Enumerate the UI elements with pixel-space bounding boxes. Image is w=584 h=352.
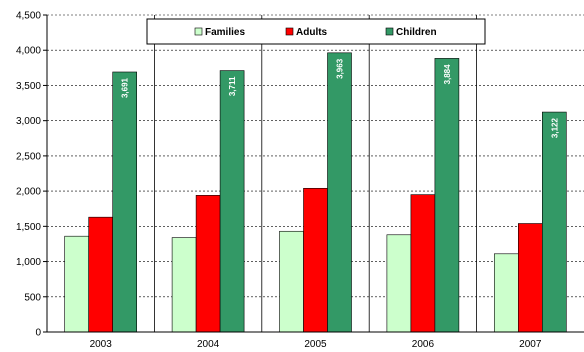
bar-adults-2007: [517, 223, 543, 333]
bar-families-2005: [279, 230, 304, 333]
y-tick-label: 2,000: [16, 187, 41, 198]
y-tick-label: 2,500: [16, 151, 41, 162]
bar-adults-2004: [195, 195, 221, 333]
category-separators: [153, 15, 478, 332]
bar-families-2004: [171, 237, 197, 333]
y-tick-label: 0: [35, 328, 41, 339]
x-tick-label: 2005: [304, 339, 327, 350]
y-tick-label: 1,000: [16, 257, 41, 268]
y-tick-label: 3,500: [16, 81, 41, 92]
bars: [64, 52, 567, 333]
x-tick-label: 2006: [412, 339, 435, 350]
bar-families-2007: [493, 253, 519, 333]
bar-children-2003: [112, 71, 137, 333]
legend-swatch-families: [194, 27, 203, 36]
bar-children-2005: [327, 52, 352, 333]
data-label-2004: 3,711: [228, 76, 237, 96]
bar-adults-2003: [88, 216, 113, 333]
bar-adults-2006: [410, 194, 436, 333]
data-label-2007: 3,122: [550, 118, 559, 139]
bar-adults-2005: [303, 187, 328, 333]
data-labels: 3,691 3,711 3,963 3,884 3,122: [121, 58, 560, 138]
bar-families-2003: [64, 235, 89, 333]
legend-swatch-adults: [285, 27, 294, 36]
data-label-2005: 3,963: [336, 58, 345, 79]
y-tick-label: 3,000: [16, 116, 41, 127]
y-tick-label: 4,000: [16, 46, 41, 57]
x-tick-label: 2003: [90, 339, 113, 350]
bar-children-2004: [219, 70, 245, 333]
y-tick-label: 4,500: [16, 11, 41, 22]
data-label-2006: 3,884: [443, 64, 452, 85]
x-tick-label: 2004: [197, 339, 220, 350]
bar-children-2007: [541, 111, 567, 333]
legend: Families Adults Children: [146, 18, 486, 45]
legend-label-adults: Adults: [296, 27, 328, 38]
legend-label-children: Children: [396, 27, 437, 38]
y-tick-label: 1,500: [16, 222, 41, 233]
bar-families-2006: [386, 234, 412, 333]
y-tick-label: 500: [24, 292, 41, 303]
data-label-2003: 3,691: [121, 77, 130, 98]
axes: 0 500 1,000 1,500 2,000 2,500 3,000 3,500 4,000 4…: [16, 11, 584, 350]
legend-swatch-children: [385, 27, 394, 36]
legend-box: [146, 18, 486, 45]
bar-children-2006: [434, 58, 460, 333]
x-tick-label: 2007: [519, 339, 542, 350]
legend-label-families: Families: [205, 27, 245, 38]
